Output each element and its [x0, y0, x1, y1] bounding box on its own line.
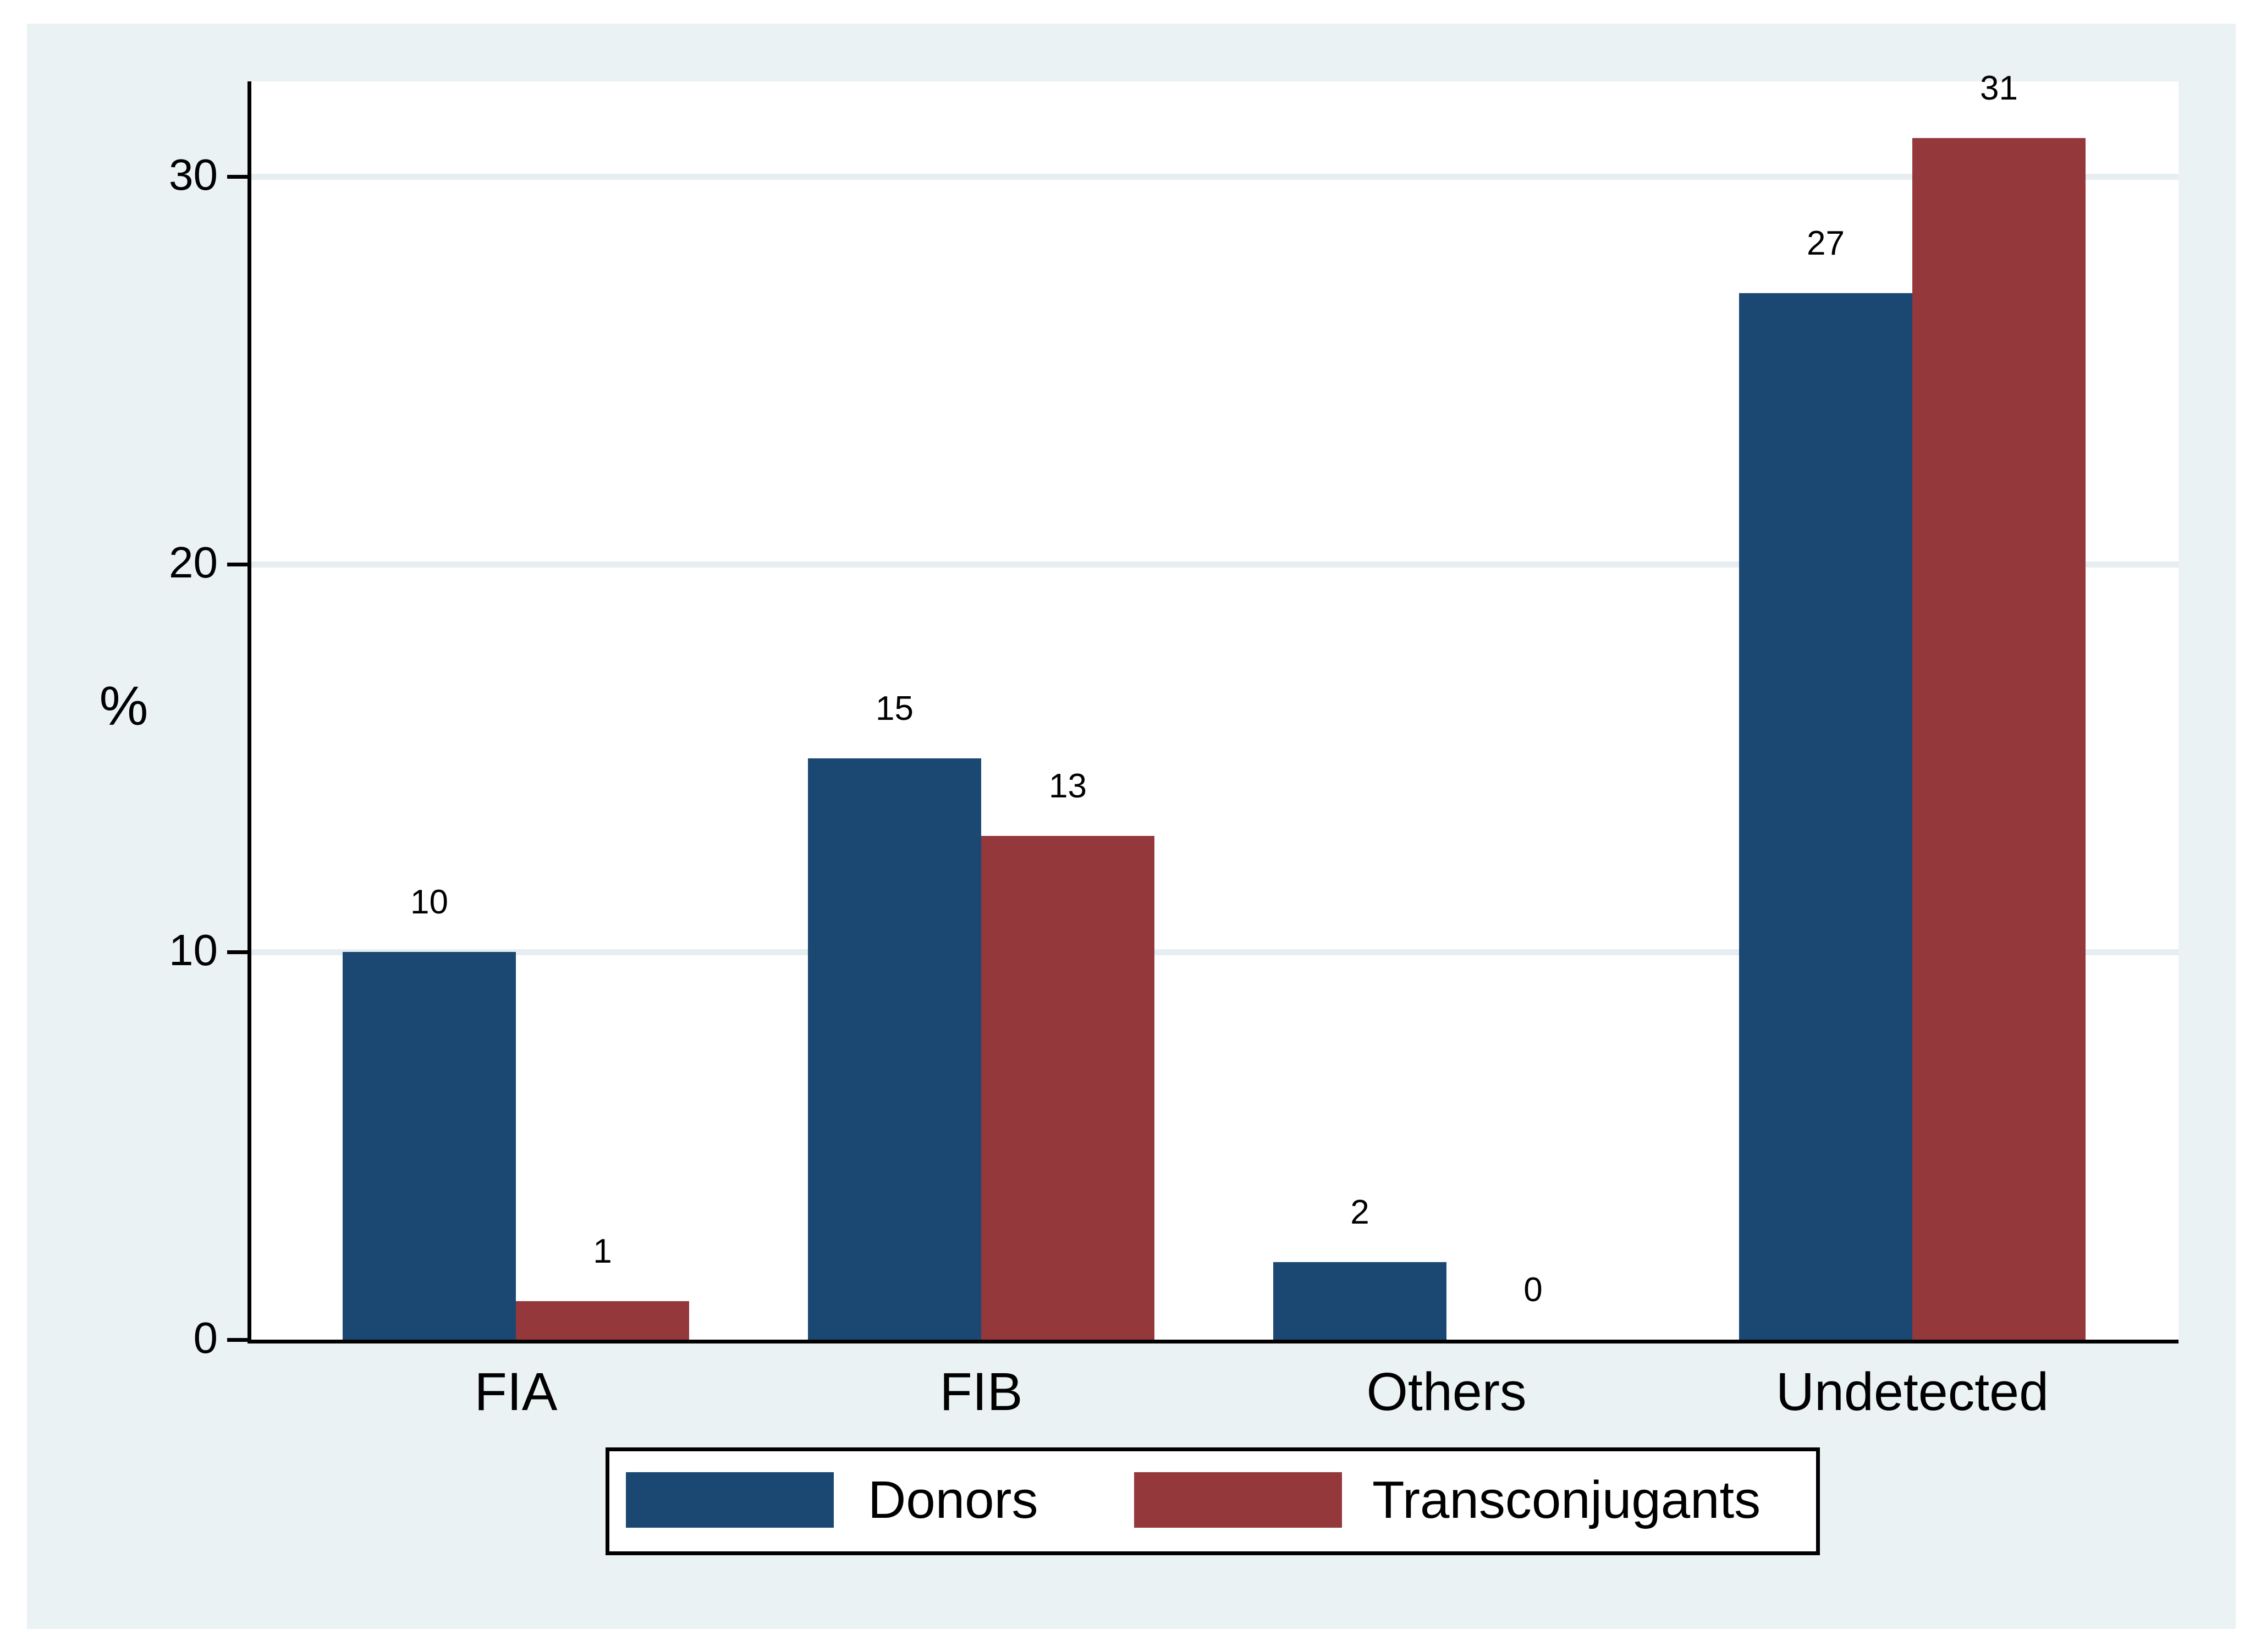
y-axis-title: %: [99, 675, 148, 737]
value-label-transconjugants-fia: 1: [593, 1232, 612, 1270]
category-label-fia: FIA: [474, 1362, 558, 1422]
value-label-donors-fib: 15: [876, 690, 914, 728]
y-tick-label-0: 0: [193, 1313, 218, 1362]
y-tick-0: [227, 1338, 247, 1342]
bar-donors-fib: [808, 758, 981, 1340]
value-label-transconjugants-fib: 13: [1049, 767, 1087, 805]
bar-transconjugants-fia: [516, 1301, 689, 1340]
bar-donors-fia: [343, 952, 516, 1340]
category-label-others: Others: [1366, 1362, 1527, 1422]
y-tick-10: [227, 950, 247, 954]
legend-swatch-transconjugants: [1134, 1472, 1342, 1528]
legend-label-donors: Donors: [868, 1470, 1038, 1529]
legend-label-transconjugants: Transconjugants: [1372, 1470, 1761, 1529]
x-axis-line: [247, 1340, 2179, 1343]
value-label-transconjugants-others: 0: [1523, 1271, 1543, 1309]
y-axis-line: [247, 81, 251, 1343]
value-label-donors-undetected: 27: [1807, 224, 1845, 262]
value-label-donors-others: 2: [1350, 1193, 1369, 1231]
category-label-fib: FIB: [939, 1362, 1023, 1422]
value-label-donors-fia: 10: [410, 883, 448, 921]
category-label-undetected: Undetected: [1775, 1362, 2049, 1422]
y-tick-label-20: 20: [169, 538, 218, 587]
gridline-20: [251, 561, 2179, 568]
legend-swatch-donors: [626, 1472, 834, 1528]
bar-transconjugants-undetected: [1912, 138, 2086, 1340]
bar-donors-others: [1273, 1262, 1446, 1340]
bar-transconjugants-fib: [981, 836, 1154, 1340]
value-label-transconjugants-undetected: 31: [1980, 69, 2018, 107]
y-tick-label-30: 30: [169, 150, 218, 199]
gridline-10: [251, 949, 2179, 955]
y-tick-30: [227, 175, 247, 179]
y-tick-20: [227, 563, 247, 566]
bar-donors-undetected: [1739, 293, 1912, 1340]
gridline-30: [251, 174, 2179, 180]
y-tick-label-10: 10: [169, 926, 218, 974]
